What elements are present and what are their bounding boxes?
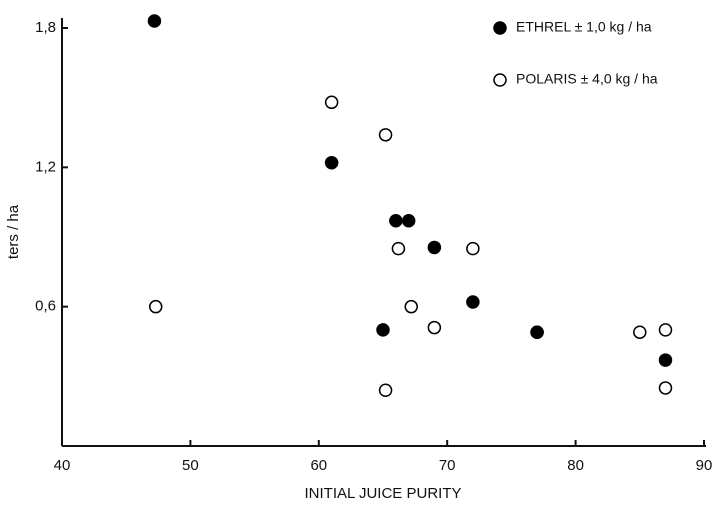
point <box>324 95 339 110</box>
point <box>404 299 418 314</box>
point <box>376 323 390 337</box>
x-tick-label: 50 <box>182 457 199 474</box>
point <box>466 241 480 256</box>
point <box>658 353 673 367</box>
point <box>378 383 393 398</box>
point <box>401 213 416 228</box>
point <box>466 295 480 309</box>
y-tick-label: 0,6 <box>35 298 56 315</box>
point <box>148 299 163 314</box>
point <box>427 240 442 255</box>
point <box>530 325 544 339</box>
legend-label: ETHREL ± 1,0 kg / ha <box>516 19 652 35</box>
legend-marker <box>493 21 507 35</box>
y-tick-label: 1,2 <box>35 158 56 175</box>
y-tick-label: 1,8 <box>35 19 56 36</box>
point <box>378 128 393 142</box>
x-tick-label: 90 <box>696 457 713 474</box>
point <box>324 155 339 170</box>
point <box>427 320 442 335</box>
x-tick-label: 80 <box>567 457 584 474</box>
x-tick-label: 70 <box>439 457 456 474</box>
x-tick-label: 40 <box>54 457 71 474</box>
x-axis-label: INITIAL JUICE PURITY <box>305 485 462 502</box>
point <box>147 14 162 28</box>
point <box>389 213 403 228</box>
point <box>658 323 673 337</box>
point <box>633 325 647 339</box>
legend-marker <box>493 73 507 87</box>
point <box>658 381 673 395</box>
y-axis-label: ters / ha <box>5 204 22 259</box>
x-tick-label: 60 <box>310 457 327 474</box>
legend-label: POLARIS ± 4,0 kg / ha <box>516 71 658 87</box>
point <box>391 241 406 256</box>
